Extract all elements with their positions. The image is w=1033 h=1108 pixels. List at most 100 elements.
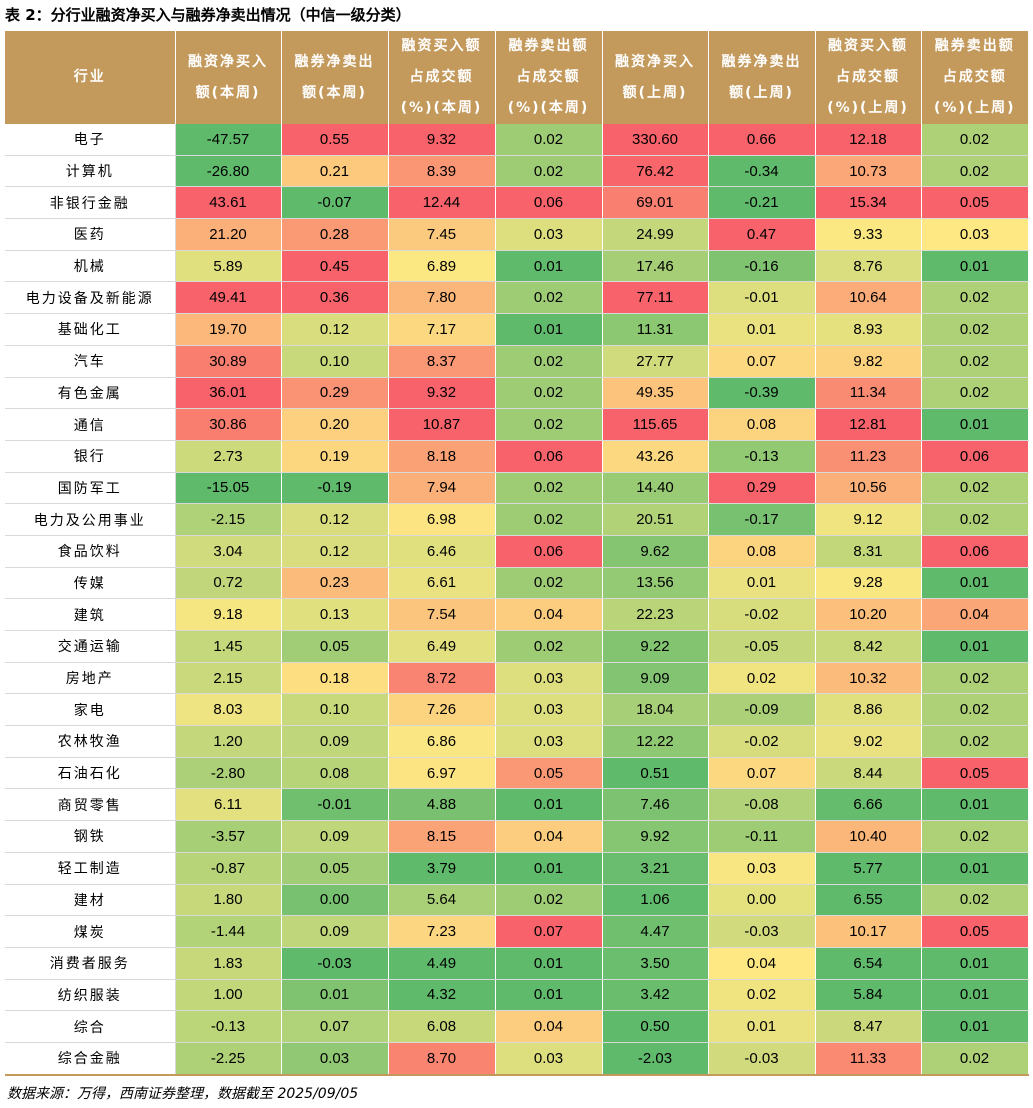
- value-cell: 0.01: [921, 630, 1029, 663]
- industry-cell: 电子: [5, 124, 176, 156]
- value-cell: 0.02: [495, 345, 603, 378]
- value-cell: -0.05: [708, 630, 816, 663]
- industry-cell: 煤炭: [5, 915, 176, 948]
- table-row: 食品饮料 3.04 0.12 6.46 0.06 9.62 0.08 8.31 0.06: [5, 535, 1029, 568]
- industry-cell: 消费者服务: [5, 947, 176, 980]
- table-row: 有色金属 36.01 0.29 9.32 0.02 49.35 -0.39 11.34 0.02: [5, 377, 1029, 410]
- table-row: 消费者服务 1.83 -0.03 4.49 0.01 3.50 0.04 6.54 0.01: [5, 947, 1029, 980]
- table-row: 农林牧渔 1.20 0.09 6.86 0.03 12.22 -0.02 9.02 0.02: [5, 725, 1029, 758]
- value-cell: 18.04: [602, 693, 709, 727]
- value-cell: 8.93: [815, 313, 922, 346]
- value-cell: 0.02: [921, 820, 1029, 853]
- value-cell: 0.05: [281, 852, 389, 885]
- table-title: 表 2：分行业融资净买入与融券净卖出情况（中信一级分类）: [5, 6, 411, 24]
- value-cell: 76.42: [602, 155, 709, 188]
- header-line: 占成交额: [942, 69, 1007, 85]
- value-cell: 0.01: [921, 567, 1029, 600]
- table-row: 房地产 2.15 0.18 8.72 0.03 9.09 0.02 10.32 0.02: [5, 662, 1029, 695]
- value-cell: 0.01: [921, 788, 1029, 822]
- header-line: 额(本周): [302, 84, 367, 101]
- header-line: (%)(上周): [933, 100, 1016, 116]
- value-cell: 0.03: [708, 852, 816, 885]
- industry-cell: 农林牧渔: [5, 725, 176, 758]
- industry-cell: 建筑: [5, 598, 176, 631]
- value-cell: 1.00: [175, 979, 282, 1012]
- table-row: 钢铁 -3.57 0.09 8.15 0.04 9.92 -0.11 10.40 0.02: [5, 820, 1029, 853]
- value-cell: -15.05: [175, 472, 282, 505]
- value-cell: 0.04: [708, 947, 816, 980]
- value-cell: 0.02: [495, 124, 603, 156]
- value-cell: 0.01: [921, 979, 1029, 1012]
- value-cell: 9.28: [815, 567, 922, 600]
- table-row: 电力设备及新能源 49.41 0.36 7.80 0.02 77.11 -0.01 10.64…: [5, 281, 1029, 315]
- industry-cell: 国防军工: [5, 472, 176, 505]
- value-cell: 0.00: [281, 884, 389, 917]
- value-cell: 8.03: [175, 693, 282, 727]
- value-cell: -1.44: [175, 915, 282, 948]
- header-line: 融券净卖出: [294, 53, 375, 70]
- value-cell: 9.22: [602, 630, 709, 663]
- value-cell: 0.04: [495, 820, 603, 853]
- value-cell: 0.50: [602, 1010, 709, 1043]
- header-line: 额(上周): [622, 84, 688, 101]
- value-cell: 0.02: [921, 155, 1029, 188]
- industry-cell: 电力设备及新能源: [5, 281, 176, 315]
- value-cell: -0.09: [708, 693, 816, 727]
- value-cell: 6.54: [815, 947, 922, 980]
- industry-cell: 房地产: [5, 662, 176, 695]
- value-cell: 8.31: [815, 535, 922, 568]
- value-cell: 20.51: [602, 503, 709, 536]
- value-cell: 0.66: [708, 124, 816, 156]
- value-cell: 0.06: [495, 535, 603, 568]
- header-line: 占成交额: [409, 69, 474, 85]
- industry-cell: 建材: [5, 884, 176, 917]
- value-cell: 11.33: [815, 1042, 922, 1076]
- value-cell: 0.45: [281, 250, 389, 283]
- value-cell: 5.64: [388, 884, 496, 917]
- value-cell: 0.36: [281, 281, 389, 315]
- industry-cell: 商贸零售: [5, 788, 176, 822]
- value-cell: 6.89: [388, 250, 496, 283]
- value-cell: 8.72: [388, 662, 496, 695]
- value-cell: 0.01: [921, 250, 1029, 283]
- value-cell: 77.11: [602, 281, 709, 315]
- header-line: 融券卖出额: [508, 38, 589, 54]
- value-cell: 0.07: [495, 915, 603, 948]
- value-cell: 0.03: [281, 1042, 389, 1076]
- value-cell: 0.10: [281, 693, 389, 727]
- value-cell: 27.77: [602, 345, 709, 378]
- table-row: 综合金融 -2.25 0.03 8.70 0.03 -2.03 -0.03 11.33 0.02: [5, 1042, 1029, 1076]
- table-row: 医药 21.20 0.28 7.45 0.03 24.99 0.47 9.33 0.03: [5, 218, 1029, 251]
- value-cell: 10.56: [815, 472, 922, 505]
- value-cell: 43.61: [175, 186, 282, 220]
- value-cell: -0.01: [281, 788, 389, 822]
- value-cell: 8.15: [388, 820, 496, 853]
- header-col-1: 融资净买入 额(本周): [175, 31, 282, 124]
- header-col-8: 融券卖出额 占成交额 (%)(上周): [921, 31, 1028, 124]
- value-cell: 10.32: [815, 662, 922, 695]
- value-cell: 7.80: [388, 281, 496, 315]
- table-row: 电子 -47.57 0.55 9.32 0.02 330.60 0.66 12.18 0.02: [5, 124, 1029, 156]
- value-cell: 0.01: [708, 1010, 816, 1043]
- value-cell: 10.20: [815, 598, 922, 631]
- value-cell: 0.19: [281, 440, 389, 473]
- value-cell: 0.02: [495, 155, 603, 188]
- value-cell: 0.02: [495, 630, 603, 663]
- value-cell: 9.92: [602, 820, 709, 853]
- value-cell: 15.34: [815, 186, 922, 220]
- value-cell: -0.03: [708, 915, 816, 948]
- value-cell: 7.45: [388, 218, 496, 251]
- industry-cell: 纺织服装: [5, 979, 176, 1012]
- industry-cell: 医药: [5, 218, 176, 251]
- value-cell: 6.66: [815, 788, 922, 822]
- value-cell: 0.06: [921, 440, 1029, 473]
- industry-cell: 非银行金融: [5, 186, 176, 220]
- header-industry: 行业: [5, 31, 176, 124]
- value-cell: 5.89: [175, 250, 282, 283]
- value-cell: 0.02: [921, 884, 1029, 917]
- table-row: 家电 8.03 0.10 7.26 0.03 18.04 -0.09 8.86 0.02: [5, 693, 1029, 727]
- header-line: (%)(上周): [827, 100, 909, 116]
- data-source-note: 数据来源：万得，西南证券整理，数据截至 2025/09/05: [7, 1086, 359, 1102]
- industry-cell: 电力及公用事业: [5, 503, 176, 536]
- value-cell: 0.47: [708, 218, 816, 251]
